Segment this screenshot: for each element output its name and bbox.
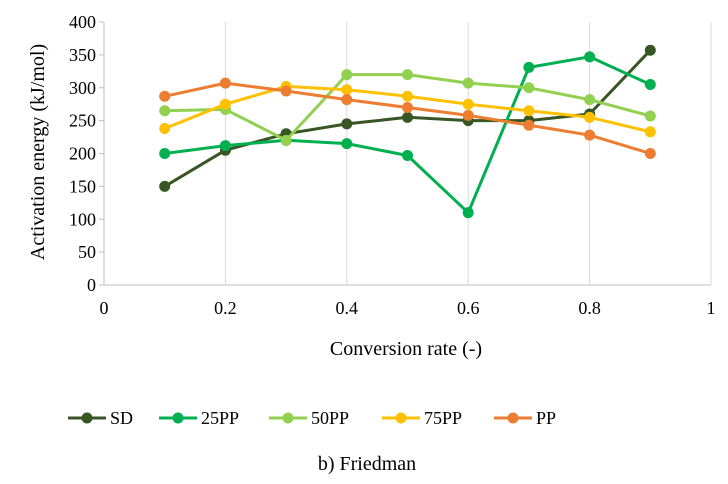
- x-tick-label: 0.2: [214, 298, 237, 318]
- data-point-50pp: [280, 134, 292, 146]
- data-point-75pp: [341, 84, 353, 96]
- legend-item-50pp: 50PP: [269, 408, 349, 428]
- grid-lines: [224, 22, 712, 285]
- legend-swatch-marker: [282, 412, 294, 424]
- plot-area: [159, 44, 656, 219]
- y-tick-label: 0: [87, 275, 96, 295]
- data-point-75pp: [402, 90, 413, 102]
- y-tick-label: 200: [69, 144, 96, 164]
- data-point-50pp: [462, 77, 474, 89]
- series-sd: [159, 44, 656, 192]
- legend-swatch-marker: [81, 412, 93, 424]
- chart-caption: b) Friedman: [318, 453, 416, 475]
- data-point-50pp: [644, 110, 656, 122]
- data-point-25pp: [341, 138, 353, 150]
- data-point-25pp: [159, 148, 171, 159]
- data-point-25pp: [402, 149, 413, 161]
- legend-label-75pp: 75PP: [424, 408, 462, 428]
- data-point-75pp: [219, 98, 231, 110]
- data-point-75pp: [159, 123, 171, 135]
- data-point-50pp: [584, 94, 596, 106]
- legend-swatch-marker: [172, 412, 184, 424]
- axes: 0 50 100 150 200 250 300 350 400 0 0.2 0.4 0.6 0.8 1: [69, 12, 716, 318]
- legend-swatch-marker: [507, 412, 519, 424]
- y-tick-label: 350: [69, 45, 96, 65]
- legend-swatch-marker: [395, 412, 407, 424]
- x-tick-label: 1: [707, 298, 716, 318]
- data-point-pp: [159, 90, 171, 102]
- data-point-sd: [159, 180, 171, 192]
- data-point-25pp: [644, 78, 656, 90]
- data-point-pp: [644, 148, 656, 159]
- data-point-75pp: [584, 111, 596, 123]
- series-pp: [159, 77, 656, 159]
- data-point-pp: [584, 129, 596, 141]
- y-tick-label: 50: [78, 242, 96, 262]
- y-tick-label: 100: [69, 209, 96, 229]
- series-75pp: [159, 80, 656, 138]
- data-point-50pp: [402, 69, 413, 81]
- data-point-50pp: [523, 82, 535, 94]
- data-point-25pp: [219, 140, 231, 152]
- data-point-pp: [219, 77, 231, 89]
- data-point-sd: [644, 44, 656, 56]
- data-point-pp: [280, 85, 292, 97]
- legend: SD 25PP 50PP 75PP PP: [68, 408, 556, 428]
- data-point-25pp: [584, 51, 596, 63]
- data-point-75pp: [462, 98, 474, 110]
- data-point-75pp: [644, 126, 656, 138]
- data-point-pp: [341, 94, 353, 106]
- legend-label-50pp: 50PP: [311, 408, 349, 428]
- legend-item-75pp: 75PP: [382, 408, 462, 428]
- data-point-25pp: [523, 61, 535, 73]
- legend-label-pp: PP: [536, 408, 556, 428]
- y-axis-title: Activation energy (kJ/mol): [27, 44, 49, 260]
- legend-item-pp: PP: [494, 408, 556, 428]
- y-tick-label: 300: [69, 78, 96, 98]
- legend-label-25pp: 25PP: [201, 408, 239, 428]
- y-tick-label: 150: [69, 176, 96, 196]
- data-point-50pp: [159, 105, 171, 117]
- x-axis-title: Conversion rate (-): [330, 338, 482, 360]
- data-point-75pp: [523, 105, 535, 117]
- data-point-pp: [523, 119, 535, 131]
- data-point-50pp: [341, 69, 353, 81]
- y-tick-label: 250: [69, 111, 96, 131]
- data-point-pp: [402, 101, 413, 113]
- series-line-25pp: [164, 55, 651, 215]
- data-point-sd: [402, 111, 413, 123]
- x-tick-label: 0.4: [336, 298, 359, 318]
- y-tick-label: 400: [69, 12, 96, 32]
- legend-item-25pp: 25PP: [159, 408, 239, 428]
- x-tick-label: 0: [100, 298, 109, 318]
- data-point-sd: [341, 118, 353, 130]
- legend-label-sd: SD: [110, 408, 133, 428]
- x-tick-label: 0.6: [457, 298, 480, 318]
- data-point-pp: [462, 109, 474, 121]
- data-point-25pp: [462, 207, 474, 219]
- legend-item-sd: SD: [68, 408, 133, 428]
- x-tick-label: 0.8: [578, 298, 601, 318]
